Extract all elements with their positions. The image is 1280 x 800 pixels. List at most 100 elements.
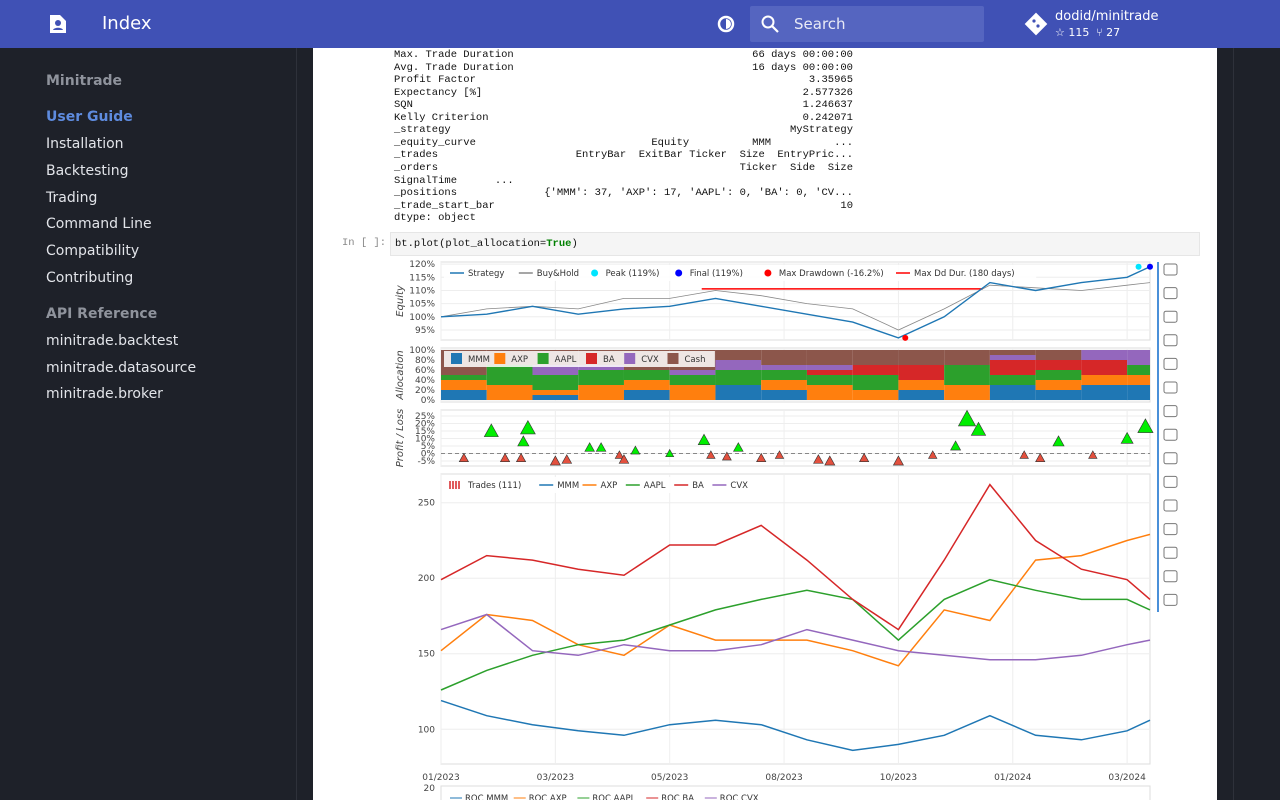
legend-swatch (537, 353, 549, 364)
repo-name[interactable]: dodid/minitrade (1055, 9, 1159, 24)
toolbar-button[interactable] (1163, 428, 1178, 441)
code-text: ) (571, 238, 578, 250)
nav-link[interactable]: Contributing (46, 270, 134, 286)
allocation-segment (715, 360, 762, 370)
legend: MMM AXP AAPL BA CVX Cash (444, 351, 715, 367)
trade-marker (499, 452, 511, 463)
toolbar-button[interactable] (1163, 452, 1178, 465)
nav-link[interactable]: Compatibility (46, 243, 140, 260)
toolbar-button[interactable] (1163, 310, 1178, 323)
y-tick-label: 20% (415, 420, 435, 430)
toolbar-button[interactable] (1163, 405, 1178, 418)
nav-link[interactable]: Command Line (46, 216, 152, 233)
legend-label: Max Dd Dur. (180 days) (914, 269, 1015, 279)
toolbar-button[interactable] (1163, 263, 1178, 276)
legend-label: AXP (601, 481, 618, 491)
trade-marker (517, 435, 530, 447)
allocation-segment (806, 385, 853, 400)
output-key: SignalTime ... (394, 174, 514, 187)
toolbar-button[interactable] (1163, 499, 1178, 512)
code: bt.plot(plot_allocation=True) (395, 238, 578, 250)
y-tick-label: 100% (409, 346, 435, 356)
y-tick-label: 95% (415, 326, 435, 336)
trade-marker (584, 442, 595, 452)
allocation-segment (623, 390, 670, 400)
allocation-segment (623, 370, 670, 380)
toolbar-button[interactable] (1163, 523, 1178, 536)
nav-link[interactable]: minitrade.datasource (46, 359, 197, 376)
y-tick-label: 25% (415, 412, 435, 422)
legend-label: Buy&Hold (537, 269, 579, 279)
toolbar-button[interactable] (1163, 546, 1178, 559)
legend-swatch (764, 269, 772, 277)
toolbar-button[interactable] (1163, 287, 1178, 300)
nav-link[interactable]: Backtesting (46, 162, 129, 179)
trade-marker (520, 419, 536, 435)
cell-prompt: In [ ]: (342, 237, 387, 249)
legend-label: ROC BA (661, 794, 694, 800)
nav-link[interactable]: Installation (46, 136, 124, 152)
toolbar-button[interactable] (1163, 475, 1178, 488)
output-key: _strategy (394, 124, 451, 137)
allocation-segment (806, 365, 853, 370)
allocation-segment (761, 350, 807, 365)
allocation-segment (898, 350, 945, 365)
legend-label: ROC CVX (720, 794, 759, 800)
code-text: bt.plot(plot_allocation= (395, 238, 547, 250)
trade-marker (813, 454, 824, 464)
search-icon (761, 15, 779, 33)
toolbar-button[interactable] (1163, 593, 1178, 606)
legend-label: ROC AAPL (592, 794, 635, 800)
legend-label: Cash (685, 355, 706, 365)
allocation-segment (944, 350, 990, 365)
legend-swatch (449, 481, 460, 489)
y-tick-label: 115% (409, 273, 435, 283)
series-line (440, 578, 1151, 691)
allocation-segment (898, 365, 945, 380)
output-value: 66 days 00:00:00 (752, 49, 853, 61)
repo-stars: ☆ 115 (1055, 26, 1090, 39)
x-tick-label: 01/2023 (422, 773, 459, 783)
legend: Strategy Buy&Hold Peak (119%) Final (119%) M… (444, 265, 1037, 281)
allocation-segment (532, 365, 579, 375)
nav-link[interactable]: minitrade.broker (46, 386, 163, 403)
allocation-segment (486, 365, 533, 385)
fork-count: 27 (1106, 26, 1121, 39)
trade-marker (630, 445, 641, 455)
y-tick-label: 0% (421, 450, 436, 460)
output-value: 3.35965 (808, 74, 853, 87)
output-key: _equity_curve (394, 136, 476, 149)
nav-link[interactable]: Trading (46, 189, 98, 206)
toolbar-button[interactable] (1163, 357, 1178, 370)
nav-link[interactable]: minitrade.backtest (46, 332, 179, 349)
legend-swatch (624, 353, 636, 364)
nav-section[interactable]: User Guide (46, 109, 133, 125)
plot: 120% 115% 110% 105% 100% 95% Equity Strategy Buy… (395, 260, 1178, 800)
divider (1233, 48, 1234, 800)
y-tick-label: 40% (415, 376, 435, 386)
toolbar-button[interactable] (1163, 381, 1178, 394)
theme-toggle[interactable] (714, 12, 738, 36)
y-axis-label: Allocation (395, 350, 406, 400)
trade-marker (665, 448, 675, 458)
allocation-segment (806, 375, 853, 385)
repo-icon[interactable] (1024, 12, 1048, 36)
divider (296, 48, 297, 800)
toolbar-button[interactable] (1163, 334, 1178, 347)
logo[interactable] (46, 12, 70, 36)
code-cell[interactable]: bt.plot(plot_allocation=True) (390, 232, 1200, 256)
allocation-segment (1035, 370, 1082, 380)
allocation-segment (761, 365, 807, 370)
legend-label: BA (692, 481, 704, 491)
output-value: 2.577326 (802, 86, 853, 99)
allocation-segment (578, 365, 624, 370)
allocation-segment (761, 380, 807, 390)
site-title[interactable]: Index (102, 13, 152, 34)
search-placeholder: Search (794, 15, 846, 33)
toolbar-button[interactable] (1163, 570, 1178, 583)
legend: Trades (111) MMM AXP AAPL BA CVX (444, 477, 756, 493)
search-box[interactable]: Search (750, 6, 984, 42)
output-key: Avg. Trade Duration (394, 61, 514, 74)
nav-section[interactable]: API Reference (46, 305, 158, 322)
y-tick-label: 80% (415, 356, 435, 366)
